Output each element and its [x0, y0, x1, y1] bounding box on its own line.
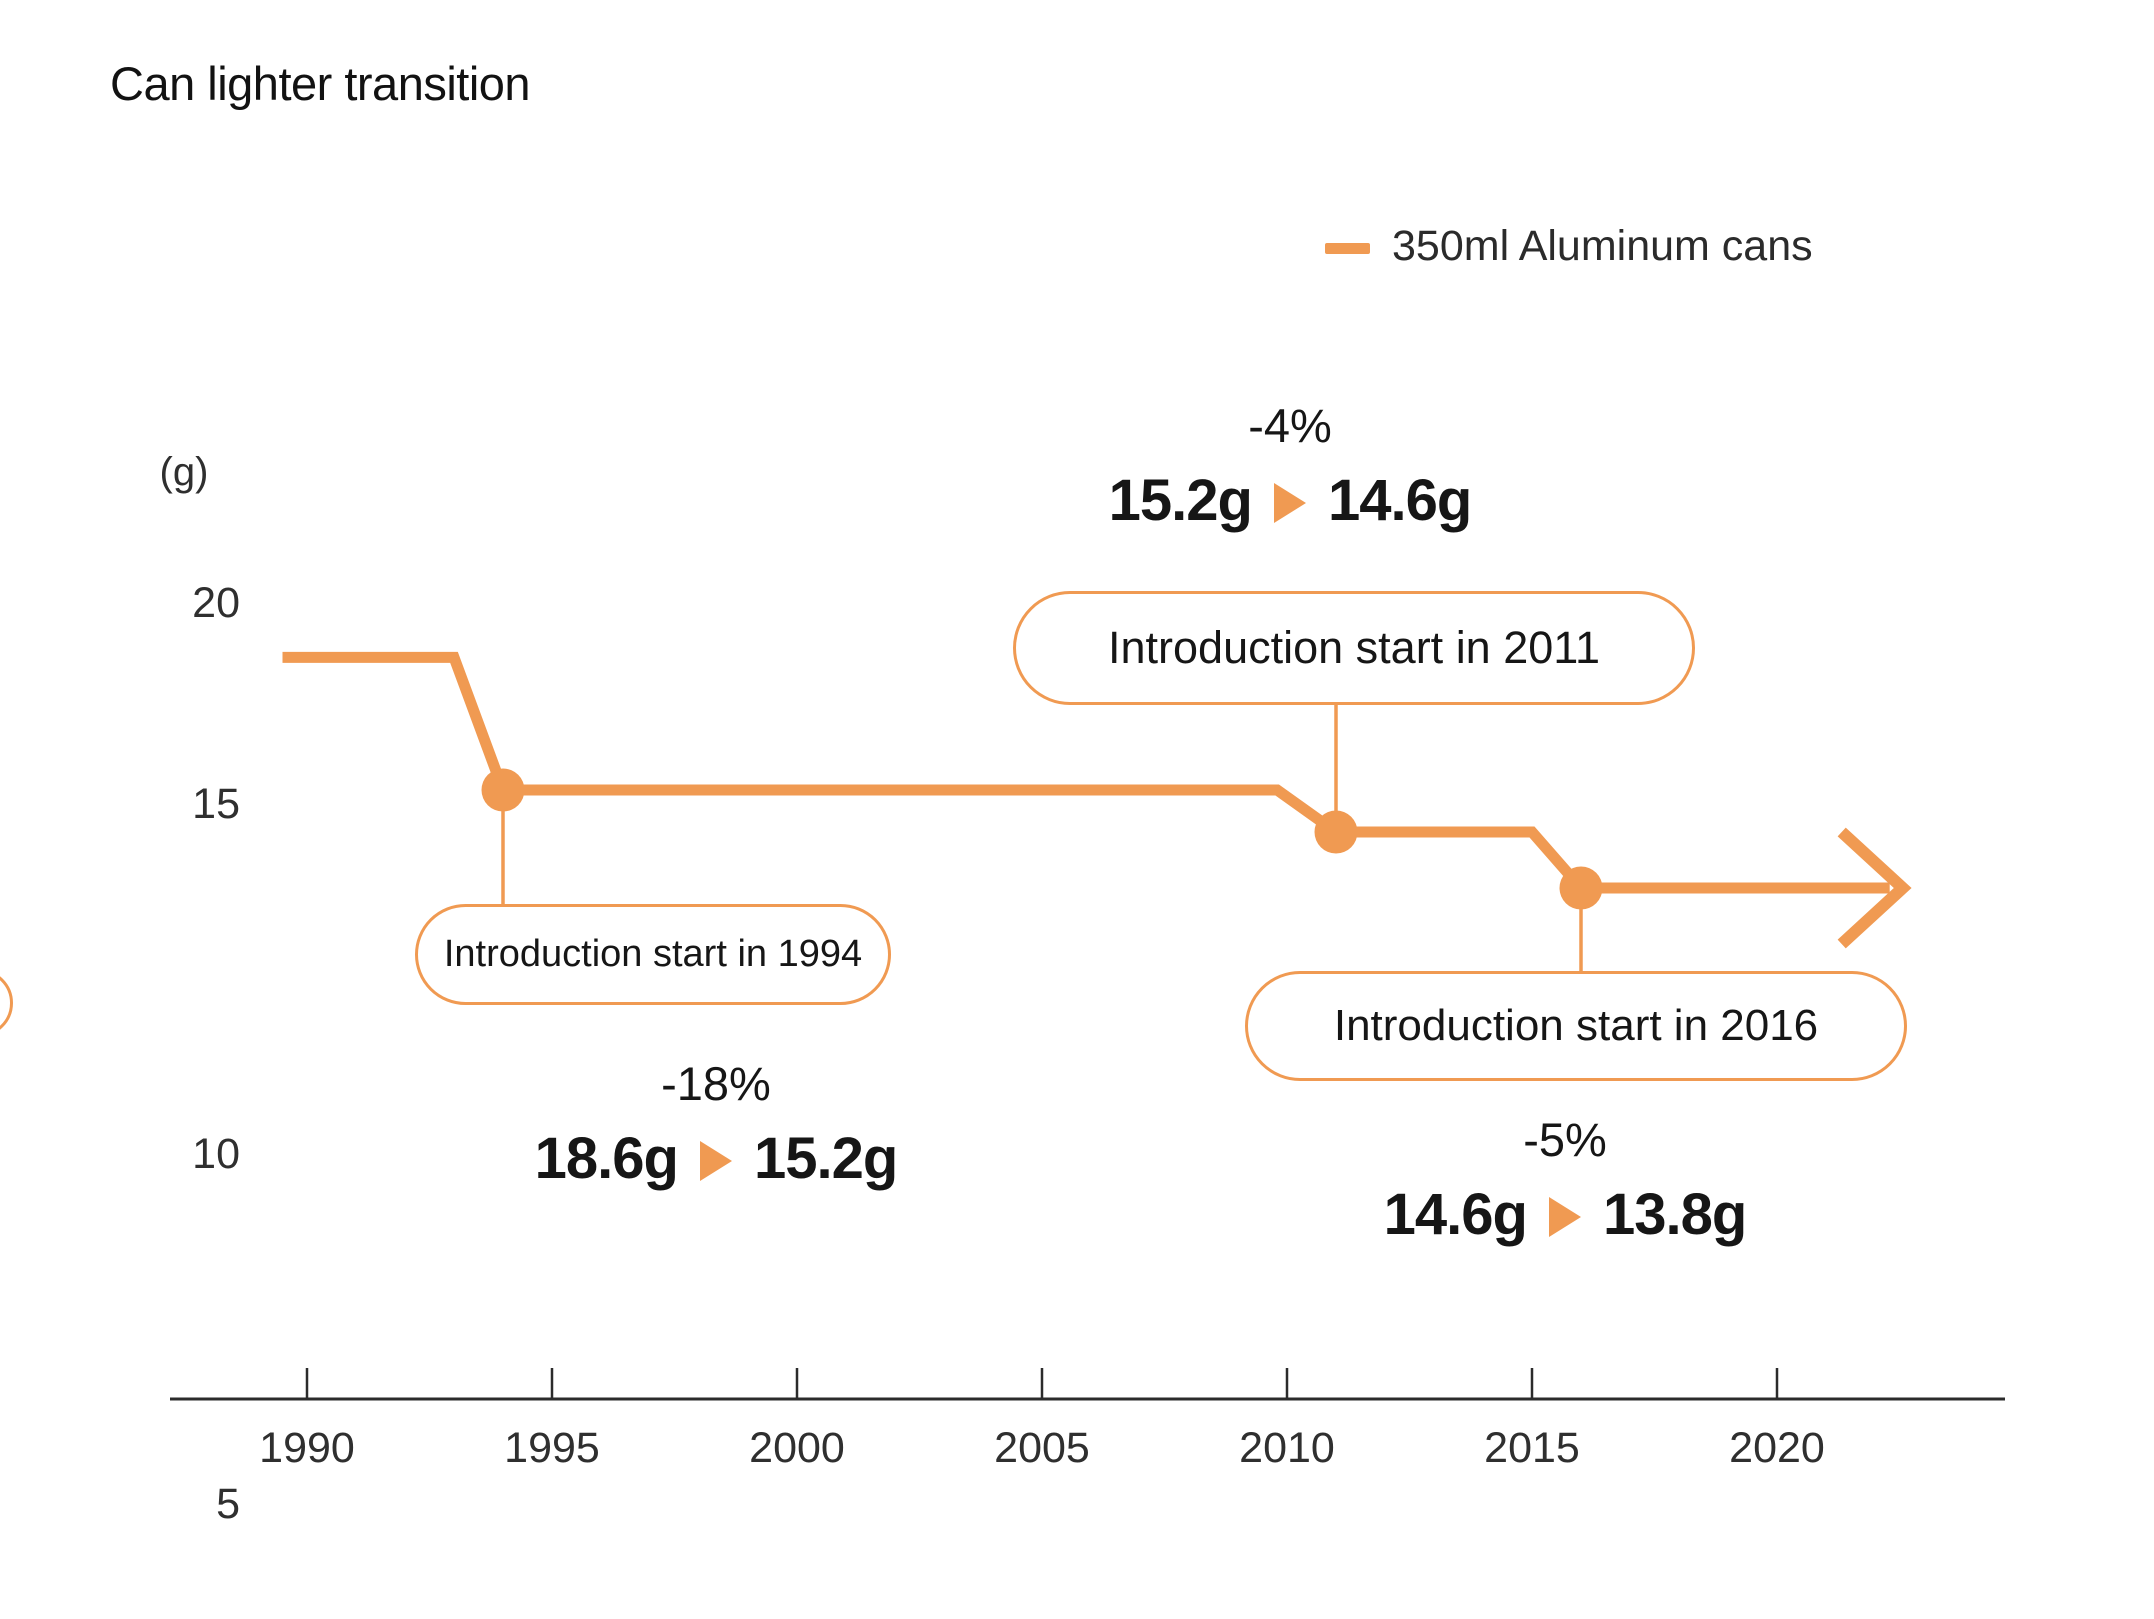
legend-label: 350ml Aluminum cans: [1392, 222, 1813, 270]
annotation-2011: -4% 15.2g 14.6g: [1020, 398, 1560, 534]
annotation-1994-change: 18.6g 15.2g: [446, 1125, 986, 1192]
annotation-1994-to: 15.2g: [754, 1126, 898, 1191]
x-axis-label-2020: 2020: [1729, 1424, 1825, 1472]
x-axis-label-2015: 2015: [1484, 1424, 1580, 1472]
annotation-1994-percent: -18%: [661, 1057, 771, 1110]
y-axis-unit: (g): [159, 450, 209, 494]
x-axis-label-1995: 1995: [504, 1424, 600, 1472]
x-axis-label-2010: 2010: [1239, 1424, 1335, 1472]
annotation-2011-to: 14.6g: [1328, 468, 1472, 533]
x-axis-label-1990: 1990: [259, 1424, 355, 1472]
callout-pill-1994: Introduction start in 1994: [415, 904, 891, 1005]
callout-text-2016: Introduction start in 2016: [1333, 1001, 1819, 1050]
x-axis-label-2005: 2005: [994, 1424, 1090, 1472]
x-axis-label-2000: 2000: [749, 1424, 845, 1472]
arrow-right-icon: [700, 1140, 732, 1181]
annotation-2016-percent: -5%: [1523, 1113, 1607, 1166]
annotation-2016-from: 14.6g: [1383, 1182, 1528, 1247]
annotation-2016-to: 13.8g: [1603, 1182, 1747, 1247]
legend: 350ml Aluminum cans: [1325, 222, 1813, 271]
page-title: Can lighter transition: [110, 57, 531, 110]
annotation-2011-change: 15.2g 14.6g: [1020, 467, 1560, 534]
annotation-2016-change: 14.6g 13.8g: [1295, 1181, 1835, 1248]
annotation-2011-from: 15.2g: [1108, 468, 1253, 533]
annotation-1994: -18% 18.6g 15.2g: [446, 1056, 986, 1192]
y-axis-label-15: 15: [192, 780, 240, 828]
line-end-arrow-icon: [1837, 827, 1912, 949]
annotation-1994-from: 18.6g: [534, 1126, 679, 1191]
y-axis-label-10: 10: [192, 1130, 240, 1178]
callout-pill-2011: Introduction start in 2011: [1013, 591, 1695, 705]
callout-text-1994: Introduction start in 1994: [443, 933, 863, 975]
arrow-right-icon: [1549, 1196, 1581, 1237]
y-axis-label-20: 20: [192, 578, 240, 627]
data-point-1994: [481, 768, 525, 812]
data-point-2016: [1559, 866, 1603, 910]
y-axis-label-5: 5: [216, 1480, 240, 1528]
annotation-2016: -5% 14.6g 13.8g: [1295, 1112, 1835, 1248]
data-point-2011: [1314, 810, 1358, 854]
legend-line-swatch: [1325, 243, 1370, 254]
callout-pill-2016: Introduction start in 2016: [1245, 971, 1907, 1081]
annotation-2011-percent: -4%: [1248, 399, 1332, 452]
callout-text-2011: Introduction start in 2011: [1108, 622, 1600, 673]
arrow-right-icon: [1274, 482, 1306, 523]
